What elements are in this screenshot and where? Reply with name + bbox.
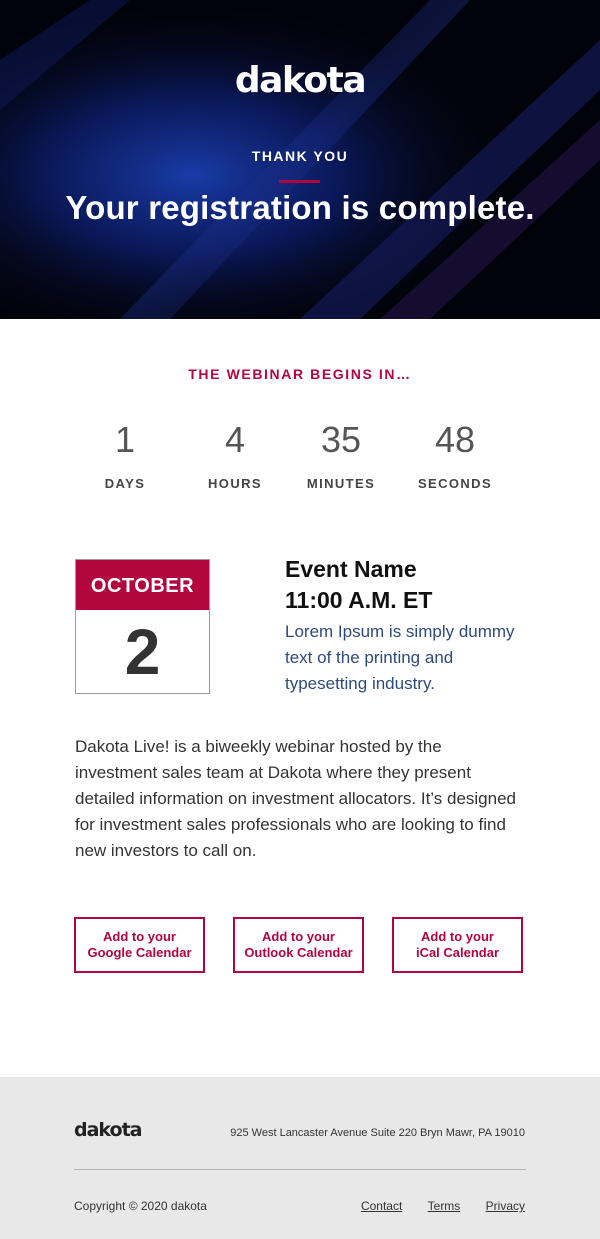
dakota-logo: dakota bbox=[234, 60, 367, 101]
webinar-about-text: Dakota Live! is a biweekly webinar hoste… bbox=[75, 737, 516, 860]
add-ical-calendar-button[interactable]: Add to your iCal Calendar bbox=[392, 917, 523, 973]
countdown-heading: THE WEBINAR BEGINS IN… bbox=[188, 366, 412, 382]
button-label-line2: Outlook Calendar bbox=[244, 945, 353, 960]
add-outlook-calendar-button[interactable]: Add to your Outlook Calendar bbox=[233, 917, 364, 973]
date-month: OCTOBER bbox=[76, 560, 209, 610]
footer-link-privacy[interactable]: Privacy bbox=[485, 1199, 525, 1213]
footer-address: 925 West Lancaster Avenue Suite 220 Bryn… bbox=[230, 1127, 525, 1139]
event-name: Event Name bbox=[285, 556, 417, 582]
button-label-line1: Add to your bbox=[103, 929, 176, 944]
footer-divider bbox=[74, 1169, 526, 1170]
footer-link-terms[interactable]: Terms bbox=[427, 1199, 461, 1213]
countdown-minutes: 35 MINUTES bbox=[286, 418, 396, 491]
countdown-label: DAYS bbox=[104, 476, 146, 491]
event-time: 11:00 A.M. ET bbox=[285, 587, 433, 613]
date-day: 2 bbox=[124, 616, 161, 688]
event-description: Lorem Ipsum is simply dummy text of the … bbox=[285, 622, 515, 693]
page-title: Your registration is complete. bbox=[65, 189, 535, 226]
button-label-line2: Google Calendar bbox=[87, 945, 192, 960]
footer-copyright: Copyright © 2020 dakota bbox=[74, 1199, 207, 1213]
hero-background-graphic bbox=[0, 0, 600, 319]
countdown-label: HOURS bbox=[208, 476, 262, 491]
add-google-calendar-button[interactable]: Add to your Google Calendar bbox=[74, 917, 205, 973]
countdown-days: 1 DAYS bbox=[70, 418, 180, 491]
countdown-seconds: 48 SECONDS bbox=[400, 418, 510, 491]
footer: dakota 925 West Lancaster Avenue Suite 2… bbox=[0, 1077, 600, 1239]
button-label-line1: Add to your bbox=[421, 929, 494, 944]
button-label-line2: iCal Calendar bbox=[415, 945, 500, 960]
thank-you-eyebrow: THANK YOU bbox=[251, 148, 349, 164]
countdown-value: 35 bbox=[320, 419, 362, 460]
countdown-label: MINUTES bbox=[306, 476, 376, 491]
button-label-line1: Add to your bbox=[262, 929, 335, 944]
countdown-value: 1 bbox=[114, 419, 136, 460]
footer-dakota-logo: dakota bbox=[74, 1119, 143, 1141]
accent-divider bbox=[279, 180, 320, 183]
calendar-date-badge: OCTOBER 2 bbox=[75, 559, 210, 694]
footer-links: Contact Terms Privacy bbox=[339, 1199, 525, 1213]
countdown-value: 4 bbox=[224, 419, 246, 460]
hero-banner: dakota THANK YOU Your registration is co… bbox=[0, 0, 600, 319]
countdown-label: SECONDS bbox=[417, 476, 493, 491]
countdown-hours: 4 HOURS bbox=[180, 418, 290, 491]
footer-link-contact[interactable]: Contact bbox=[360, 1199, 403, 1213]
countdown-value: 48 bbox=[434, 419, 476, 460]
